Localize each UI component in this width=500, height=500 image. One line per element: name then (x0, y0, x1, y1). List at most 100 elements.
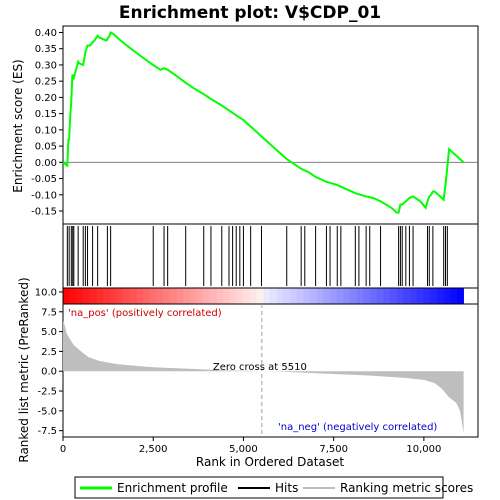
color-bar-segment (170, 288, 177, 304)
color-bar-segment (136, 288, 143, 304)
color-bar-segment (444, 288, 451, 304)
es-tick-label: 0.25 (35, 77, 57, 88)
color-bar-segment (303, 288, 310, 304)
x-tick-label: 2,500 (139, 444, 168, 455)
es-y-axis: 0.40 0.35 0.30 0.25 0.20 0.15 0.10 0.05 0.00 -0.0… (31, 28, 63, 218)
es-tick-label: 0.35 (35, 44, 57, 55)
color-bar-segment (450, 288, 457, 304)
color-bar-segment (297, 288, 304, 304)
color-bar-segment (343, 288, 350, 304)
es-tick-label: 0.00 (35, 158, 57, 169)
metric-tick-label: 7.5 (41, 307, 57, 318)
color-bar-segment (130, 288, 137, 304)
color-bar-segment (377, 288, 384, 304)
x-tick-label: 7,500 (319, 444, 348, 455)
color-bar-segment (83, 288, 90, 304)
metric-axis-title: Ranked list metric (PreRanked) (17, 277, 31, 462)
hits-panel-frame (63, 224, 478, 288)
metric-tick-label: 5.0 (41, 327, 57, 338)
es-tick-label: 0.15 (35, 109, 57, 120)
color-bar-segment (203, 288, 210, 304)
hits-marks (67, 226, 447, 286)
legend-label-enrichment: Enrichment profile (117, 481, 228, 495)
metric-y-axis: 10.0 7.5 5.0 2.5 0.0 -2.5 -5.0 -7.5 (35, 287, 63, 437)
color-bar-segment (317, 288, 324, 304)
metric-tick-label: 0.0 (41, 367, 57, 378)
color-bar-segment (350, 288, 357, 304)
color-bar-segment (237, 288, 244, 304)
color-bar-segment (457, 288, 464, 304)
color-bar-segment (357, 288, 364, 304)
color-bar-segment (123, 288, 130, 304)
es-axis-title: Enrichment score (ES) (11, 59, 25, 192)
color-bar-segment (390, 288, 397, 304)
color-bar-segment (397, 288, 404, 304)
color-bar-segment (197, 288, 204, 304)
es-tick-label: 0.05 (35, 142, 57, 153)
x-tick-label: 10,000 (406, 444, 441, 455)
enrichment-profile-line (63, 33, 464, 213)
color-bar-segment (370, 288, 377, 304)
color-bar-segment (210, 288, 217, 304)
color-bar-segment (63, 288, 70, 304)
es-tick-label: -0.10 (31, 190, 57, 201)
color-bar-segment (430, 288, 437, 304)
es-tick-label: 0.40 (35, 28, 57, 39)
metric-tick-label: -7.5 (37, 426, 57, 437)
x-axis-title: Rank in Ordered Dataset (196, 455, 344, 469)
color-bar-segment (96, 288, 103, 304)
x-tick-label: 0 (60, 444, 66, 455)
es-panel-frame (63, 26, 478, 224)
color-bar-segment (176, 288, 183, 304)
x-axis: 0 2,500 5,000 7,500 10,000 (60, 437, 442, 455)
zero-cross-label: Zero cross at 5510 (213, 362, 307, 373)
color-bar-segment (283, 288, 290, 304)
color-bar-segment (257, 288, 264, 304)
color-bar-segment (76, 288, 83, 304)
es-tick-label: 0.10 (35, 125, 57, 136)
es-tick-label: -0.05 (31, 174, 57, 185)
color-bar-segment (230, 288, 237, 304)
color-bar-segment (143, 288, 150, 304)
color-bar-segment (70, 288, 77, 304)
color-bar-segment (116, 288, 123, 304)
x-tick-label: 5,000 (229, 444, 258, 455)
chart-title: Enrichment plot: V$CDP_01 (119, 3, 381, 23)
color-bar-segment (223, 288, 230, 304)
color-bar-segment (190, 288, 197, 304)
color-bar-segment (250, 288, 257, 304)
color-bar-segment (437, 288, 444, 304)
color-bar-segment (110, 288, 117, 304)
color-bar-segment (243, 288, 250, 304)
es-tick-label: 0.30 (35, 60, 57, 71)
metric-tick-label: -5.0 (37, 406, 57, 417)
color-bar-segment (330, 288, 337, 304)
legend-label-metric: Ranking metric scores (340, 481, 473, 495)
color-bar-segment (156, 288, 163, 304)
es-tick-label: -0.15 (31, 207, 57, 218)
color-bar-segment (290, 288, 297, 304)
metric-tick-label: 2.5 (41, 347, 57, 358)
metric-tick-label: -2.5 (37, 387, 57, 398)
color-bar-segment (163, 288, 170, 304)
color-bar-segment (150, 288, 157, 304)
color-bar-segment (103, 288, 110, 304)
color-bar-segment (363, 288, 370, 304)
rank-color-bar (63, 288, 464, 304)
color-bar-segment (403, 288, 410, 304)
pos-correlated-label: 'na_pos' (positively correlated) (68, 308, 222, 319)
legend-label-hits: Hits (275, 481, 298, 495)
color-bar-segment (417, 288, 424, 304)
es-tick-label: 0.20 (35, 93, 57, 104)
metric-tick-label: 10.0 (35, 287, 57, 298)
neg-correlated-label: 'na_neg' (negatively correlated) (278, 422, 437, 433)
color-bar-segment (337, 288, 344, 304)
color-bar-segment (90, 288, 97, 304)
color-bar-segment (410, 288, 417, 304)
color-bar-segment (277, 288, 284, 304)
color-bar-segment (183, 288, 190, 304)
color-bar-segment (270, 288, 277, 304)
color-bar-segment (424, 288, 431, 304)
ranking-metric-area (63, 321, 464, 433)
